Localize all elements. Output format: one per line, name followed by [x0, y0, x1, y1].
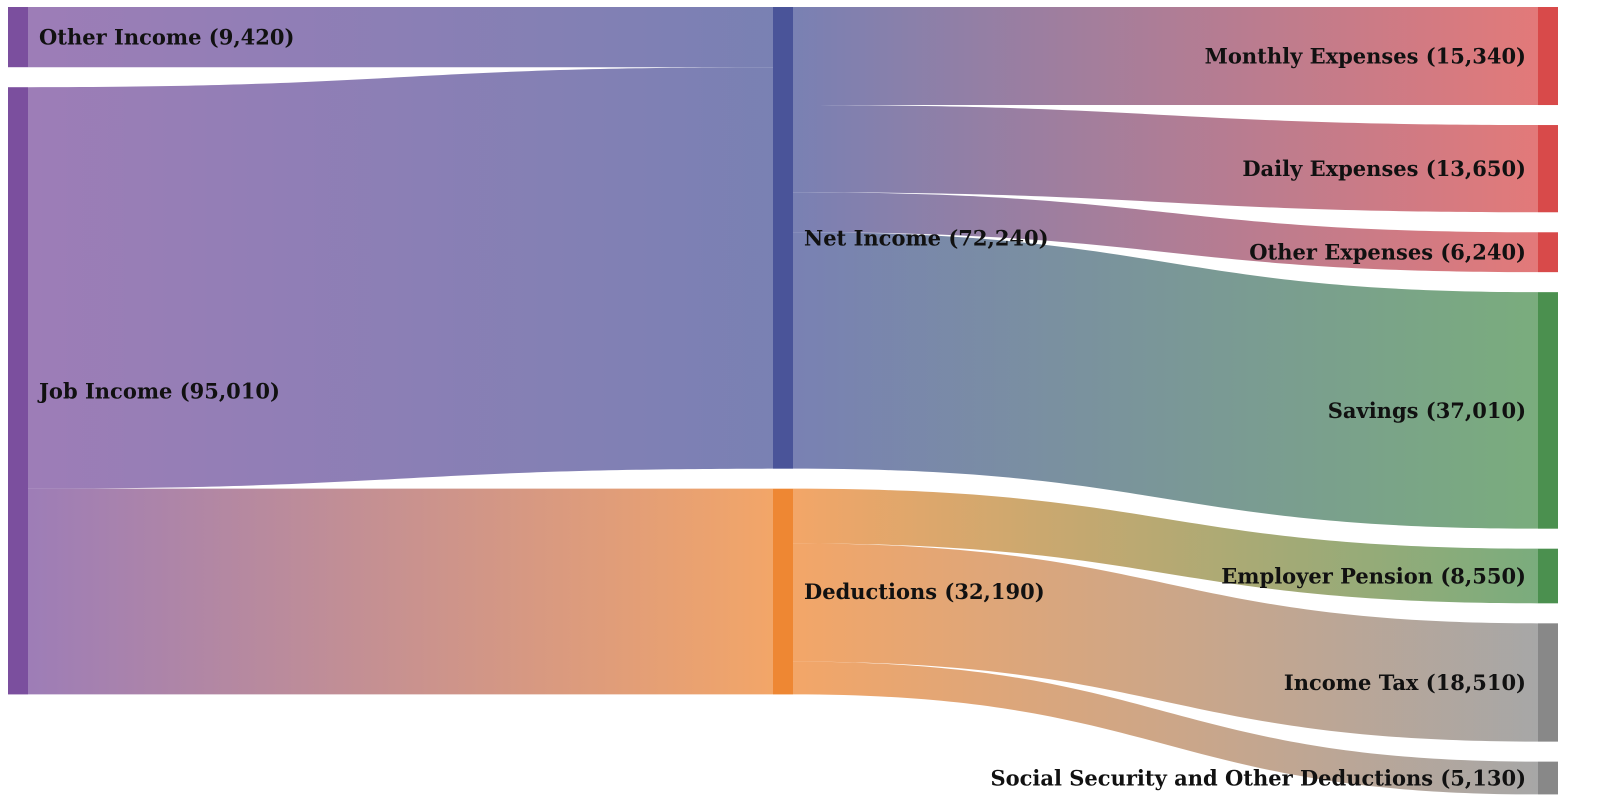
- node-net-income: [773, 7, 793, 469]
- label-social-security-and-other-deductions: Social Security and Other Deductions (5,…: [990, 766, 1526, 791]
- label-monthly-expenses: Monthly Expenses (15,340): [1205, 44, 1526, 69]
- node-monthly-expenses: [1538, 7, 1558, 106]
- label-income-tax: Income Tax (18,510): [1284, 670, 1526, 695]
- label-daily-expenses: Daily Expenses (13,650): [1242, 156, 1526, 181]
- link-other-income-to-net-income: [28, 7, 773, 68]
- node-employer-pension: [1538, 548, 1558, 604]
- link-net-income-to-savings: [793, 232, 1538, 529]
- link-job-income-to-net-income: [28, 67, 773, 489]
- node-job-income: [8, 87, 28, 695]
- nodes-layer: [8, 7, 1558, 795]
- link-deductions-to-income-tax: [793, 543, 1538, 742]
- link-net-income-to-monthly-expenses: [793, 7, 1538, 106]
- label-net-income: Net Income (72,240): [804, 225, 1049, 250]
- node-daily-expenses: [1538, 125, 1558, 213]
- link-net-income-to-other-expenses: [793, 192, 1538, 273]
- node-other-expenses: [1538, 232, 1558, 273]
- link-deductions-to-social-security-and-other-deductions: [793, 661, 1538, 795]
- labels-layer: Other Income (9,420) Job Income (95,010) N…: [37, 25, 1526, 791]
- label-deductions: Deductions (32,190): [804, 579, 1045, 604]
- label-employer-pension: Employer Pension (8,550): [1221, 564, 1526, 589]
- node-deductions: [773, 488, 793, 695]
- label-other-income: Other Income (9,420): [39, 25, 294, 50]
- node-other-income: [8, 7, 28, 68]
- label-other-expenses: Other Expenses (6,240): [1249, 240, 1526, 265]
- link-net-income-to-daily-expenses: [793, 105, 1538, 213]
- label-savings: Savings (37,010): [1328, 398, 1526, 423]
- label-job-income: Job Income (95,010): [37, 378, 280, 403]
- node-income-tax: [1538, 623, 1558, 742]
- node-savings: [1538, 292, 1558, 529]
- node-social-security-and-other-deductions: [1538, 761, 1558, 795]
- link-deductions-to-employer-pension: [793, 488, 1538, 604]
- link-job-income-to-deductions: [28, 488, 773, 695]
- links-layer: [28, 7, 1538, 795]
